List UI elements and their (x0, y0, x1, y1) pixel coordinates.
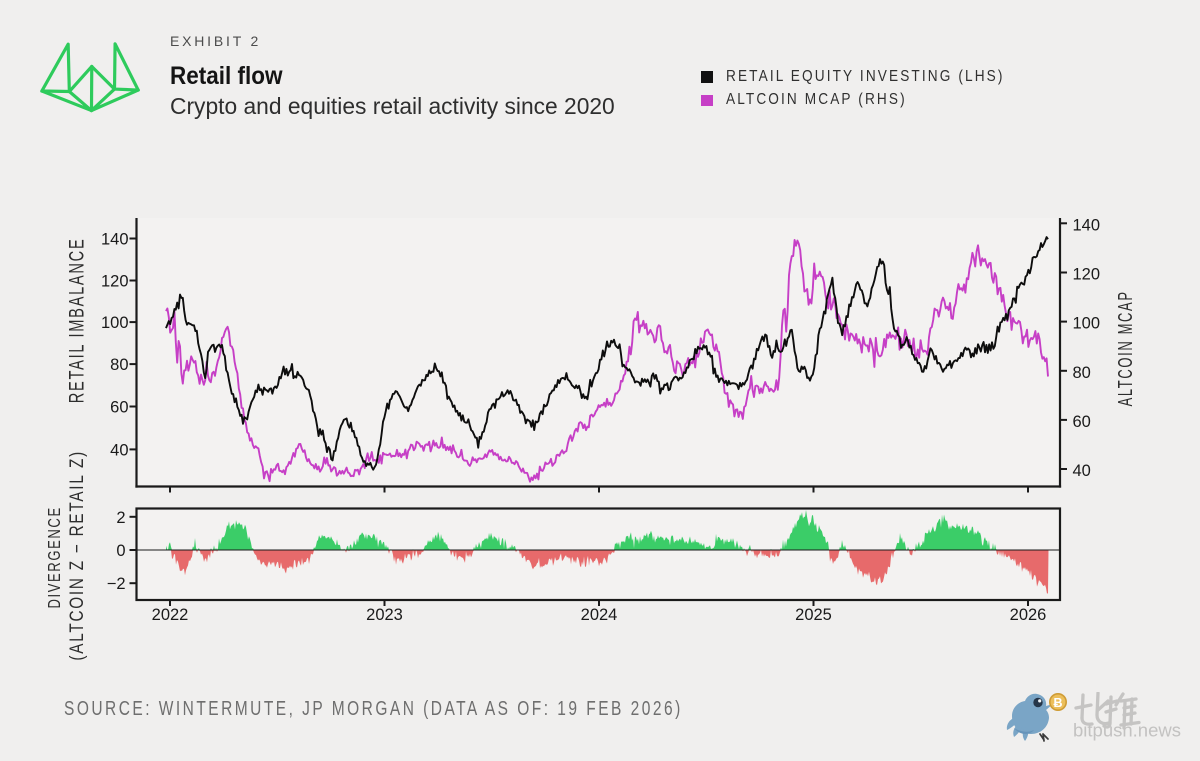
svg-text:100: 100 (1073, 315, 1101, 333)
svg-text:(ALTCOIN Z − RETAIL Z): (ALTCOIN Z − RETAIL Z) (65, 450, 87, 661)
svg-text:Ƀ: Ƀ (1053, 696, 1062, 710)
svg-text:120: 120 (1073, 266, 1101, 284)
svg-text:100: 100 (101, 314, 129, 332)
svg-text:DIVERGENCE: DIVERGENCE (45, 506, 64, 608)
svg-text:−2: −2 (107, 575, 126, 593)
svg-text:2: 2 (116, 509, 125, 527)
svg-text:80: 80 (110, 356, 128, 374)
svg-text:2026: 2026 (1010, 606, 1047, 624)
svg-text:120: 120 (101, 273, 129, 291)
svg-text:40: 40 (110, 441, 128, 459)
svg-text:ALTCOIN MCAP: ALTCOIN MCAP (1114, 290, 1137, 406)
svg-text:2023: 2023 (366, 606, 403, 624)
svg-text:2022: 2022 (152, 606, 189, 624)
svg-text:40: 40 (1073, 462, 1091, 480)
svg-text:bitpush.news: bitpush.news (1073, 720, 1181, 741)
svg-text:140: 140 (101, 231, 129, 249)
svg-text:60: 60 (110, 399, 128, 417)
svg-text:2024: 2024 (581, 606, 618, 624)
svg-text:80: 80 (1073, 364, 1091, 382)
svg-text:60: 60 (1073, 413, 1091, 431)
svg-text:RETAIL IMBALANCE: RETAIL IMBALANCE (65, 238, 88, 404)
svg-text:2025: 2025 (795, 606, 832, 624)
svg-text:0: 0 (116, 542, 125, 560)
svg-text:140: 140 (1073, 216, 1101, 234)
